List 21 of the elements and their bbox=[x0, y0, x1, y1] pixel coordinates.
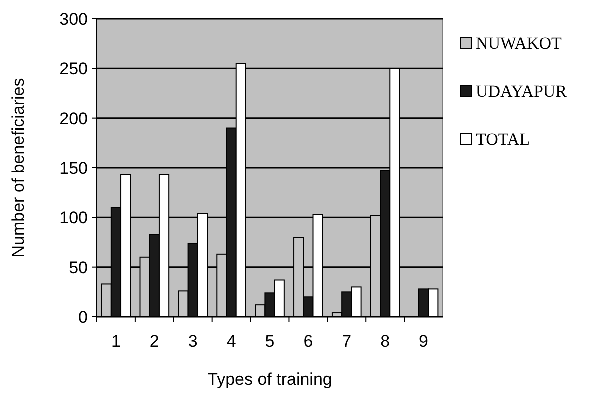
x-tick-label: 6 bbox=[304, 332, 314, 351]
x-tick-label: 1 bbox=[111, 332, 121, 351]
x-axis-title: Types of training bbox=[208, 370, 332, 389]
x-tick-label: 4 bbox=[226, 332, 236, 351]
x-tick-label: 5 bbox=[265, 332, 275, 351]
y-tick-label: 100 bbox=[60, 208, 88, 228]
legend-label: NUWAKOT bbox=[476, 34, 563, 53]
y-tick-label: 150 bbox=[60, 158, 88, 178]
y-tick-label: 0 bbox=[78, 308, 88, 327]
y-tick-label: 300 bbox=[60, 10, 88, 29]
legend-label: TOTAL bbox=[476, 130, 530, 149]
x-tick-label: 8 bbox=[380, 332, 390, 351]
x-tick-label: 7 bbox=[342, 332, 352, 351]
x-tick-label: 3 bbox=[188, 332, 198, 351]
x-tick-label: 9 bbox=[419, 332, 429, 351]
legend-label: UDAYAPUR bbox=[476, 82, 568, 101]
y-tick-label: 200 bbox=[60, 109, 88, 128]
y-tick-label: 50 bbox=[69, 258, 88, 278]
x-tick-label: 2 bbox=[150, 332, 160, 351]
y-axis-title: Number of beneficiaries bbox=[9, 78, 28, 258]
y-tick-label: 250 bbox=[60, 60, 88, 79]
